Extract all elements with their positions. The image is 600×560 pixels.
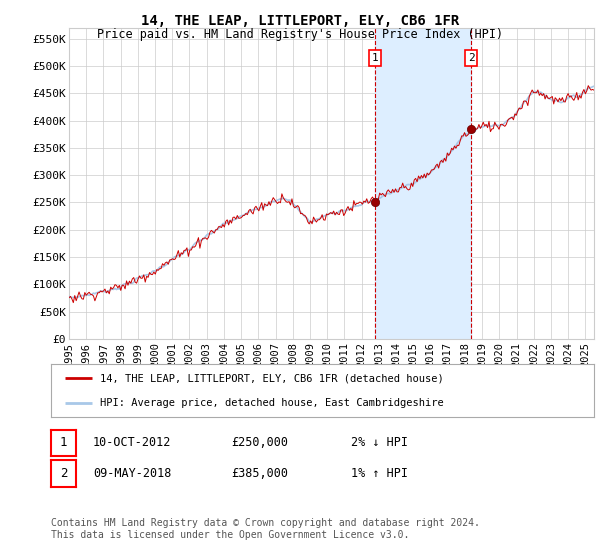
- Text: 14, THE LEAP, LITTLEPORT, ELY, CB6 1FR (detached house): 14, THE LEAP, LITTLEPORT, ELY, CB6 1FR (…: [100, 374, 443, 384]
- Text: 2% ↓ HPI: 2% ↓ HPI: [351, 436, 408, 449]
- Text: 1% ↑ HPI: 1% ↑ HPI: [351, 466, 408, 480]
- Text: 1: 1: [371, 53, 379, 63]
- Bar: [375, 28, 471, 339]
- Text: 2: 2: [468, 53, 475, 63]
- Text: 2: 2: [60, 467, 67, 480]
- Text: 1: 1: [60, 436, 67, 450]
- Text: Contains HM Land Registry data © Crown copyright and database right 2024.
This d: Contains HM Land Registry data © Crown c…: [51, 518, 480, 540]
- Text: HPI: Average price, detached house, East Cambridgeshire: HPI: Average price, detached house, East…: [100, 398, 443, 408]
- Text: £250,000: £250,000: [231, 436, 288, 449]
- Text: 14, THE LEAP, LITTLEPORT, ELY, CB6 1FR: 14, THE LEAP, LITTLEPORT, ELY, CB6 1FR: [141, 14, 459, 28]
- Text: £385,000: £385,000: [231, 466, 288, 480]
- Text: 10-OCT-2012: 10-OCT-2012: [93, 436, 172, 449]
- Text: 09-MAY-2018: 09-MAY-2018: [93, 466, 172, 480]
- Text: Price paid vs. HM Land Registry's House Price Index (HPI): Price paid vs. HM Land Registry's House …: [97, 28, 503, 41]
